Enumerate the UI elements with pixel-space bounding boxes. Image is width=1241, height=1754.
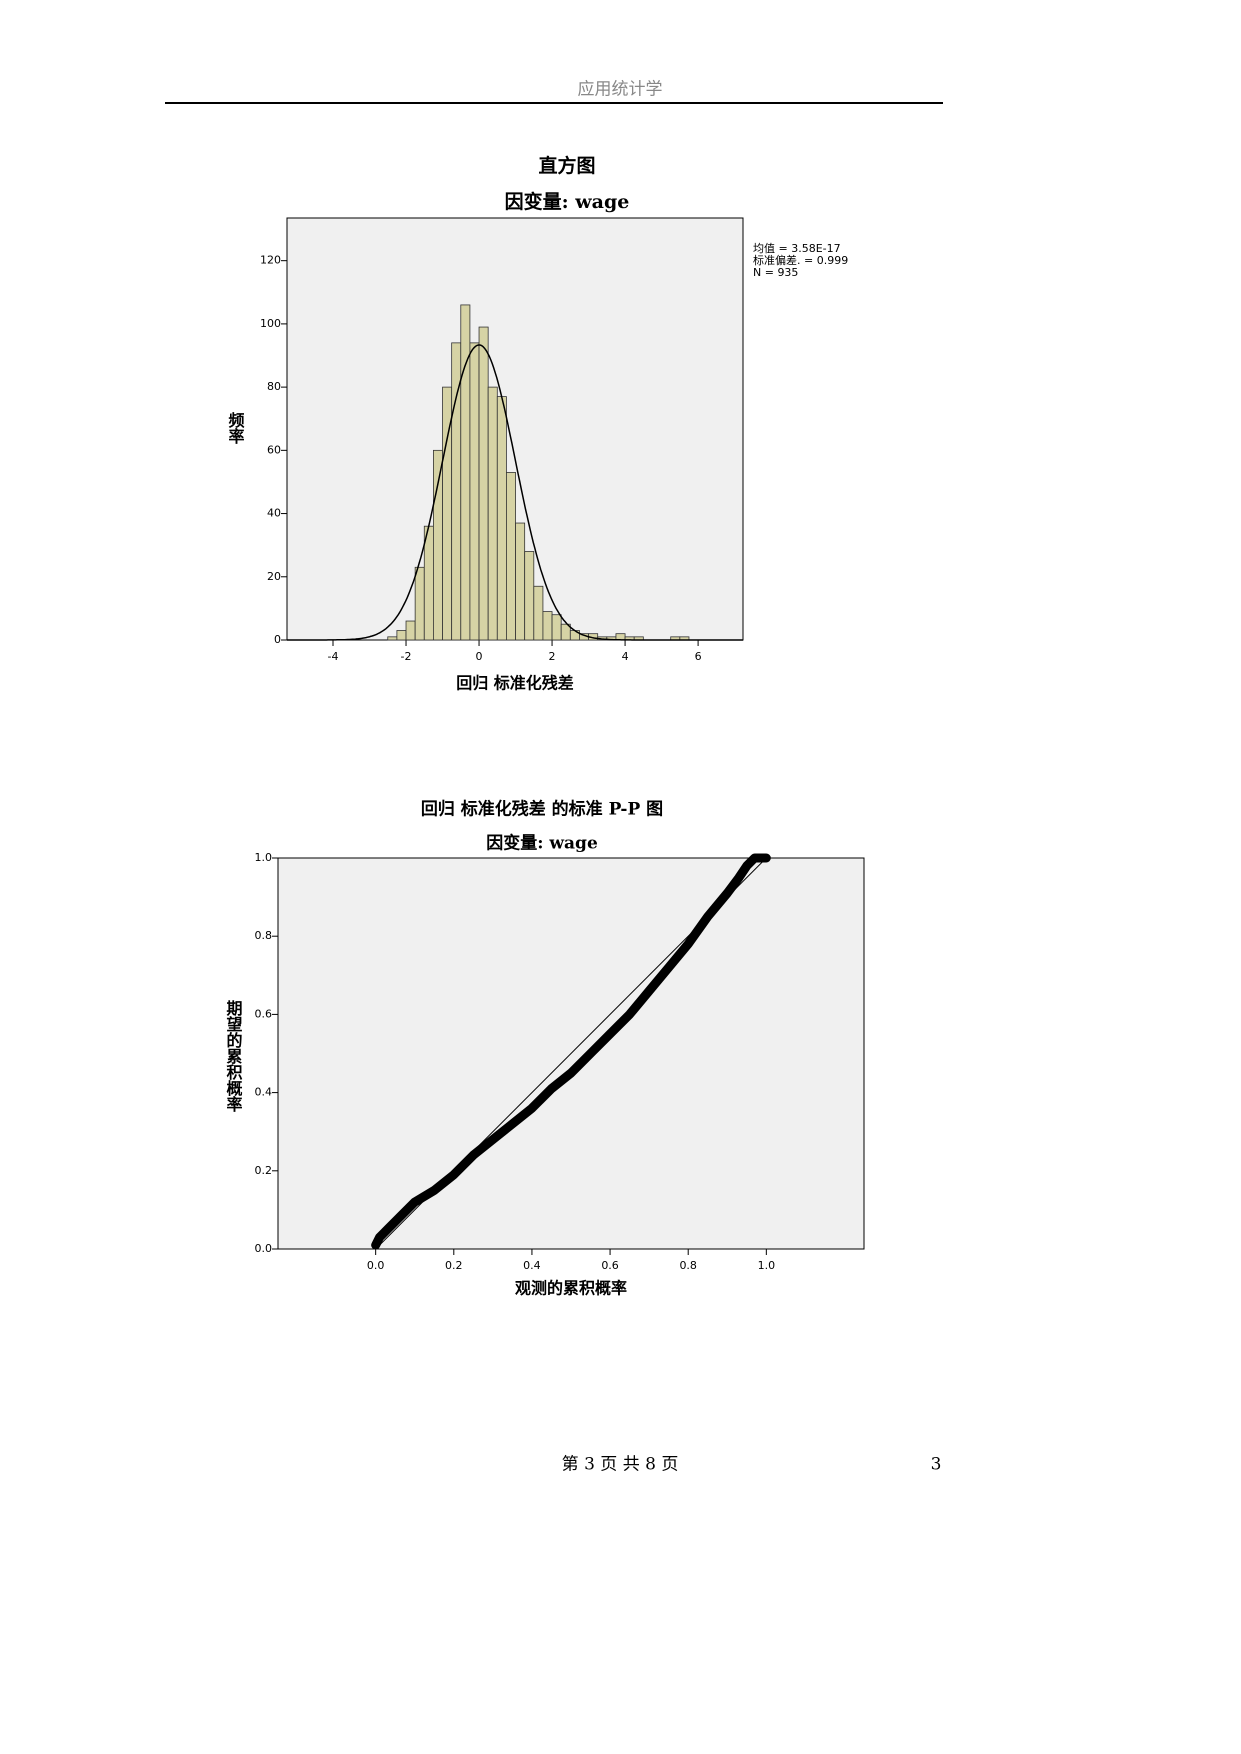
y-tick-label: 0.8	[255, 929, 273, 942]
chart-title: 回归 标准化残差 的标准 P-P 图	[421, 799, 663, 820]
bar	[387, 636, 398, 641]
chart-subtitle: 因变量: wage	[486, 833, 598, 854]
y-tick-label: 80	[267, 380, 281, 393]
bar	[423, 525, 434, 641]
x-tick-label: 0.2	[445, 1259, 463, 1272]
footer-text: 第 3 页 共 8 页	[562, 1455, 679, 1475]
bar	[551, 614, 562, 641]
bar	[433, 449, 443, 641]
x-tick-label: 0.6	[601, 1259, 619, 1272]
x-tick-label: 0.0	[367, 1259, 385, 1272]
y-tick-label: 1.0	[255, 851, 273, 864]
stat-label: 均值 = 3.58E-17	[753, 242, 841, 255]
page-number: 3	[931, 1455, 942, 1475]
y-tick-label: 60	[267, 443, 281, 456]
x-tick-label: 2	[549, 650, 556, 663]
chart-subtitle: 因变量: wage	[505, 190, 630, 213]
x-tick-label: -2	[401, 650, 412, 663]
stat-label: N = 935	[753, 266, 798, 279]
y-tick-label: 40	[267, 507, 281, 520]
bar	[533, 585, 544, 641]
x-tick-label: 4	[622, 650, 629, 663]
y-axis-title: 频率	[226, 411, 245, 445]
bar	[405, 620, 416, 641]
bar	[542, 611, 553, 641]
y-tick-label: 0	[274, 633, 281, 646]
y-tick-label: 0.4	[255, 1086, 273, 1099]
y-tick-label: 0.0	[255, 1242, 273, 1255]
x-axis-title: 回归 标准化残差	[456, 674, 574, 693]
normal-curve	[287, 344, 743, 641]
x-tick-label: 0.4	[523, 1259, 541, 1272]
bar	[524, 551, 535, 641]
x-tick-label: 1.0	[758, 1259, 776, 1272]
y-tick-label: 100	[260, 317, 281, 330]
bar	[414, 566, 425, 641]
chart-title: 直方图	[538, 154, 595, 177]
y-tick-label: 0.6	[255, 1007, 273, 1020]
y-axis-title: 期望的累积概率	[224, 999, 243, 1113]
x-tick-label: 0	[476, 650, 483, 663]
stat-label: 标准偏差. = 0.999	[753, 253, 848, 267]
header-title: 应用统计学	[578, 80, 663, 100]
x-tick-label: 0.8	[679, 1259, 697, 1272]
x-tick-label: 6	[695, 650, 702, 663]
y-tick-label: 0.2	[255, 1164, 273, 1177]
bar	[515, 522, 526, 641]
bar	[496, 396, 507, 641]
bar	[478, 326, 489, 641]
bar	[396, 630, 407, 641]
x-axis-title: 观测的累积概率	[515, 1279, 627, 1298]
y-tick-label: 120	[260, 254, 281, 267]
x-tick-label: -4	[328, 650, 339, 663]
point-trace	[371, 853, 771, 1250]
y-tick-label: 20	[267, 570, 281, 583]
bar	[469, 342, 480, 641]
bar	[487, 386, 498, 641]
bar	[506, 472, 516, 641]
